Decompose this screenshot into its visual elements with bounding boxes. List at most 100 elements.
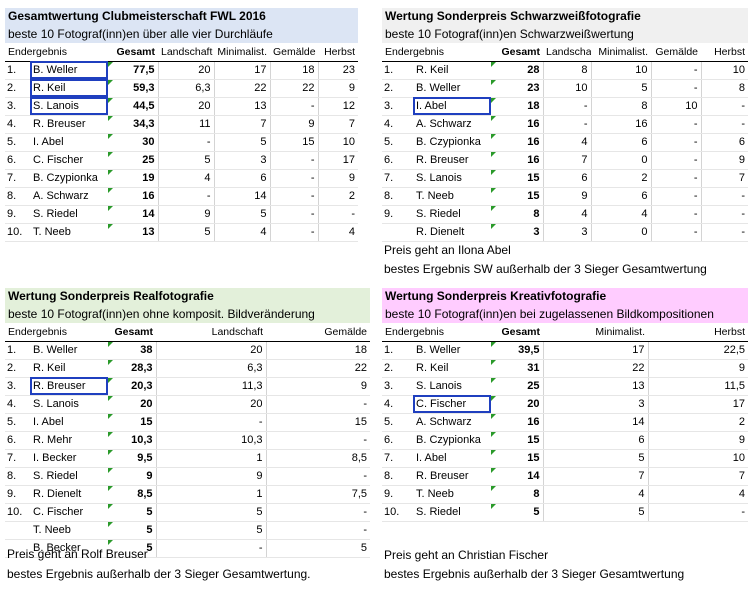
score-cell: 10 — [542, 79, 591, 98]
total-cell: 14 — [108, 205, 158, 224]
total-cell: 8 — [491, 485, 543, 504]
score-cell: - — [157, 133, 214, 152]
name-cell: R. Keil — [30, 79, 108, 98]
score-cell: - — [269, 187, 318, 206]
score-cell: - — [269, 97, 318, 116]
name-cell: S. Riedel — [413, 205, 491, 224]
name-cell: S. Lanois — [30, 395, 108, 414]
score-cell: 5 — [213, 205, 270, 224]
score-cell: 4 — [542, 205, 591, 224]
total-cell: 15 — [491, 187, 543, 206]
name-cell: R. Breuser — [30, 377, 108, 396]
score-cell: 6 — [213, 169, 270, 188]
score-cell: 10 — [317, 133, 358, 152]
score-cell: - — [650, 115, 701, 134]
rank-cell: 2. — [5, 79, 30, 98]
name-cell: S. Lanois — [413, 377, 491, 396]
rank-cell: 5. — [5, 413, 30, 432]
total-cell: 20 — [491, 395, 543, 414]
table-row: 1. B. Weller 39,5 17 22,5 — [382, 341, 748, 360]
winner-note: Preis geht an Ilona Abel — [384, 243, 511, 257]
winner-reason: bestes Ergebnis außerhalb der 3 Sieger G… — [7, 567, 311, 581]
score-cell: - — [650, 169, 701, 188]
score-cell: - — [155, 413, 266, 432]
total-cell: 5 — [491, 503, 543, 522]
rank-cell: 5. — [382, 413, 413, 432]
name-cell: T. Neeb — [30, 223, 108, 242]
table-header-row: Endergebnis Gesamt Landschaft Gemälde — [5, 323, 370, 342]
panel-title: Wertung Sonderpreis Schwarzweißfotografi… — [382, 8, 748, 25]
score-cell: - — [269, 223, 318, 242]
rank-cell: 6. — [5, 431, 30, 450]
score-cell: 5 — [213, 133, 270, 152]
rank-cell: 5. — [382, 133, 413, 152]
score-cell: - — [265, 467, 370, 486]
rank-cell: 1. — [5, 61, 30, 80]
total-cell: 16 — [491, 115, 543, 134]
score-cell: 3 — [213, 151, 270, 170]
total-cell: 28 — [491, 61, 543, 80]
score-cell: - — [542, 115, 591, 134]
column-header: Gesamt — [108, 43, 158, 62]
score-cell: 11,3 — [155, 377, 266, 396]
score-cell: 5 — [265, 539, 370, 558]
panel-realfotografie: Wertung Sonderpreis Realfotografie beste… — [5, 288, 370, 581]
score-cell: - — [265, 521, 370, 540]
score-cell: - — [700, 115, 748, 134]
name-cell: I. Abel — [30, 133, 108, 152]
total-cell: 39,5 — [491, 341, 543, 360]
total-cell: 5 — [108, 503, 156, 522]
rank-cell: 6. — [382, 151, 413, 170]
name-cell: R. Mehr — [30, 431, 108, 450]
table-row: 9. R. Dienelt 8,5 1 7,5 — [5, 485, 370, 504]
table-row: 2. R. Keil 59,3 6,3 22 22 9 — [5, 79, 358, 98]
total-cell: 16 — [491, 413, 543, 432]
winner-note: Preis geht an Christian Fischer — [384, 548, 549, 562]
score-cell: 13 — [542, 377, 648, 396]
rank-cell: 10. — [5, 503, 30, 522]
score-cell: 5 — [155, 521, 266, 540]
score-cell: 10 — [590, 61, 651, 80]
results-table: Endergebnis Gesamt Landschaft Gemälde 1. B. W… — [5, 323, 370, 558]
score-cell: 5 — [155, 503, 266, 522]
score-cell: 7 — [317, 115, 358, 134]
score-cell: 9 — [647, 431, 748, 450]
panel-subtitle: beste 10 Fotograf(inn)en bei zugelassene… — [382, 305, 748, 323]
column-header: Landschaft — [158, 43, 214, 62]
name-cell: R. Keil — [413, 61, 491, 80]
total-cell: 18 — [491, 97, 543, 116]
table-row: 4. R. Breuser 34,3 11 7 9 7 — [5, 115, 358, 134]
score-cell: 6 — [700, 133, 748, 152]
name-cell: B. Weller — [413, 79, 491, 98]
score-cell: 0 — [590, 223, 651, 242]
score-cell: 20 — [157, 97, 214, 116]
score-cell: 9 — [700, 151, 748, 170]
total-cell: 14 — [491, 467, 543, 486]
score-cell: 8 — [542, 61, 591, 80]
table-row: 9. T. Neeb 8 4 4 — [382, 485, 748, 504]
score-cell: 8,5 — [265, 449, 370, 468]
table-row: 1. B. Weller 77,5 20 17 18 23 — [5, 61, 358, 80]
score-cell: 22 — [542, 359, 648, 378]
name-cell: A. Schwarz — [30, 187, 108, 206]
name-cell: R. Breuser — [413, 151, 491, 170]
score-cell: - — [265, 395, 370, 414]
column-header: Herbst — [701, 43, 748, 62]
table-row: 6. B. Czypionka 15 6 9 — [382, 431, 748, 450]
rank-cell: 8. — [382, 467, 413, 486]
panel-title: Wertung Sonderpreis Realfotografie — [5, 288, 370, 305]
score-cell: 9 — [317, 169, 358, 188]
table-row: 10. T. Neeb 13 5 4-4 — [5, 223, 358, 242]
name-cell: S. Lanois — [413, 169, 491, 188]
score-cell: 20 — [157, 61, 214, 80]
name-cell: I. Abel — [30, 413, 108, 432]
score-cell: 4 — [542, 485, 648, 504]
table-row: T. Neeb 5 5- — [5, 521, 370, 540]
panel-schwarzweiss: Wertung Sonderpreis Schwarzweißfotografi… — [382, 8, 748, 276]
name-cell: A. Schwarz — [413, 115, 491, 134]
name-cell: C. Fischer — [30, 151, 108, 170]
column-header: Landschaft — [156, 323, 266, 342]
total-cell: 77,5 — [108, 61, 158, 80]
total-cell: 5 — [108, 521, 156, 540]
